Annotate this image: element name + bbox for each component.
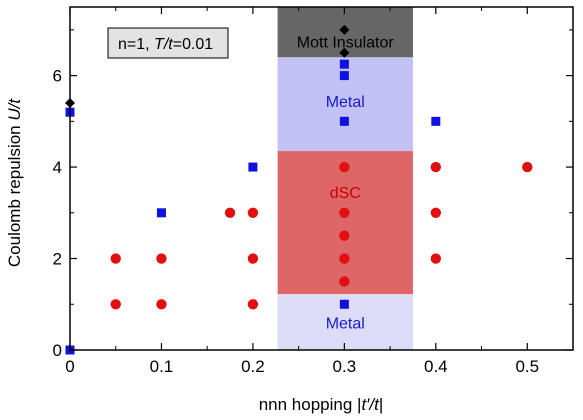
point-circle-6 — [247, 253, 259, 264]
point-square-3 — [248, 162, 258, 172]
point-square-5 — [339, 116, 349, 126]
data-points — [65, 24, 533, 355]
phase-region-label-3: Metal — [326, 316, 365, 333]
phase-region-label-0: Mott Insulator — [297, 34, 395, 51]
x-axis-title: nnn hopping |t′/t| — [259, 395, 384, 414]
point-circle-14 — [430, 207, 442, 218]
x-tick-label-3: 0.3 — [333, 357, 357, 376]
y-tick-label-0: 0 — [53, 341, 62, 360]
point-square-2 — [156, 208, 166, 218]
point-square-7 — [339, 59, 349, 69]
point-circle-9 — [339, 253, 350, 264]
y-axis-title: Coulomb repulsion U/t — [5, 98, 24, 267]
plot-frame — [69, 6, 574, 351]
y-tick-label-2: 4 — [53, 158, 62, 177]
y-tick-label-1: 2 — [53, 250, 62, 269]
point-circle-2 — [156, 299, 167, 310]
point-circle-16 — [522, 161, 533, 173]
point-circle-3 — [156, 253, 167, 264]
point-square-6 — [339, 71, 349, 81]
point-circle-5 — [247, 299, 259, 310]
x-tick-label-4: 0.4 — [424, 357, 448, 376]
axis-ticks — [69, 7, 574, 351]
point-circle-12 — [339, 161, 350, 173]
point-circle-15 — [430, 161, 442, 173]
point-circle-11 — [339, 207, 350, 218]
point-circle-8 — [339, 276, 350, 287]
x-tick-label-2: 0.2 — [241, 357, 265, 376]
point-circle-0 — [110, 299, 121, 310]
annotation-box: n=1, T/t=0.01 — [107, 27, 229, 59]
phase-region-2 — [277, 151, 413, 295]
point-circle-1 — [110, 253, 121, 264]
phase-region-labels: Mott Insulator Metal dSC Metal — [297, 34, 395, 332]
x-tick-label-0: 0 — [65, 357, 74, 376]
phase-region-label-1: Metal — [326, 94, 365, 111]
x-tick-label-1: 0.1 — [150, 357, 174, 376]
point-circle-4 — [224, 207, 236, 218]
point-diamond-2 — [339, 24, 350, 35]
point-circle-13 — [430, 253, 442, 264]
axis-tick-labels: 0 0.1 0.2 0.3 0.4 0.5 0 2 4 6 — [53, 67, 540, 376]
phase-regions — [277, 7, 413, 350]
point-circle-7 — [247, 207, 259, 218]
point-diamond-1 — [339, 47, 350, 58]
point-square-8 — [431, 116, 441, 126]
point-circle-10 — [339, 230, 350, 241]
y-tick-label-3: 6 — [53, 67, 62, 86]
annotation-text: n=1, T/t=0.01 — [118, 36, 213, 53]
phase-region-label-2: dSC — [330, 185, 361, 202]
point-square-4 — [339, 299, 349, 309]
x-tick-label-5: 0.5 — [515, 357, 539, 376]
